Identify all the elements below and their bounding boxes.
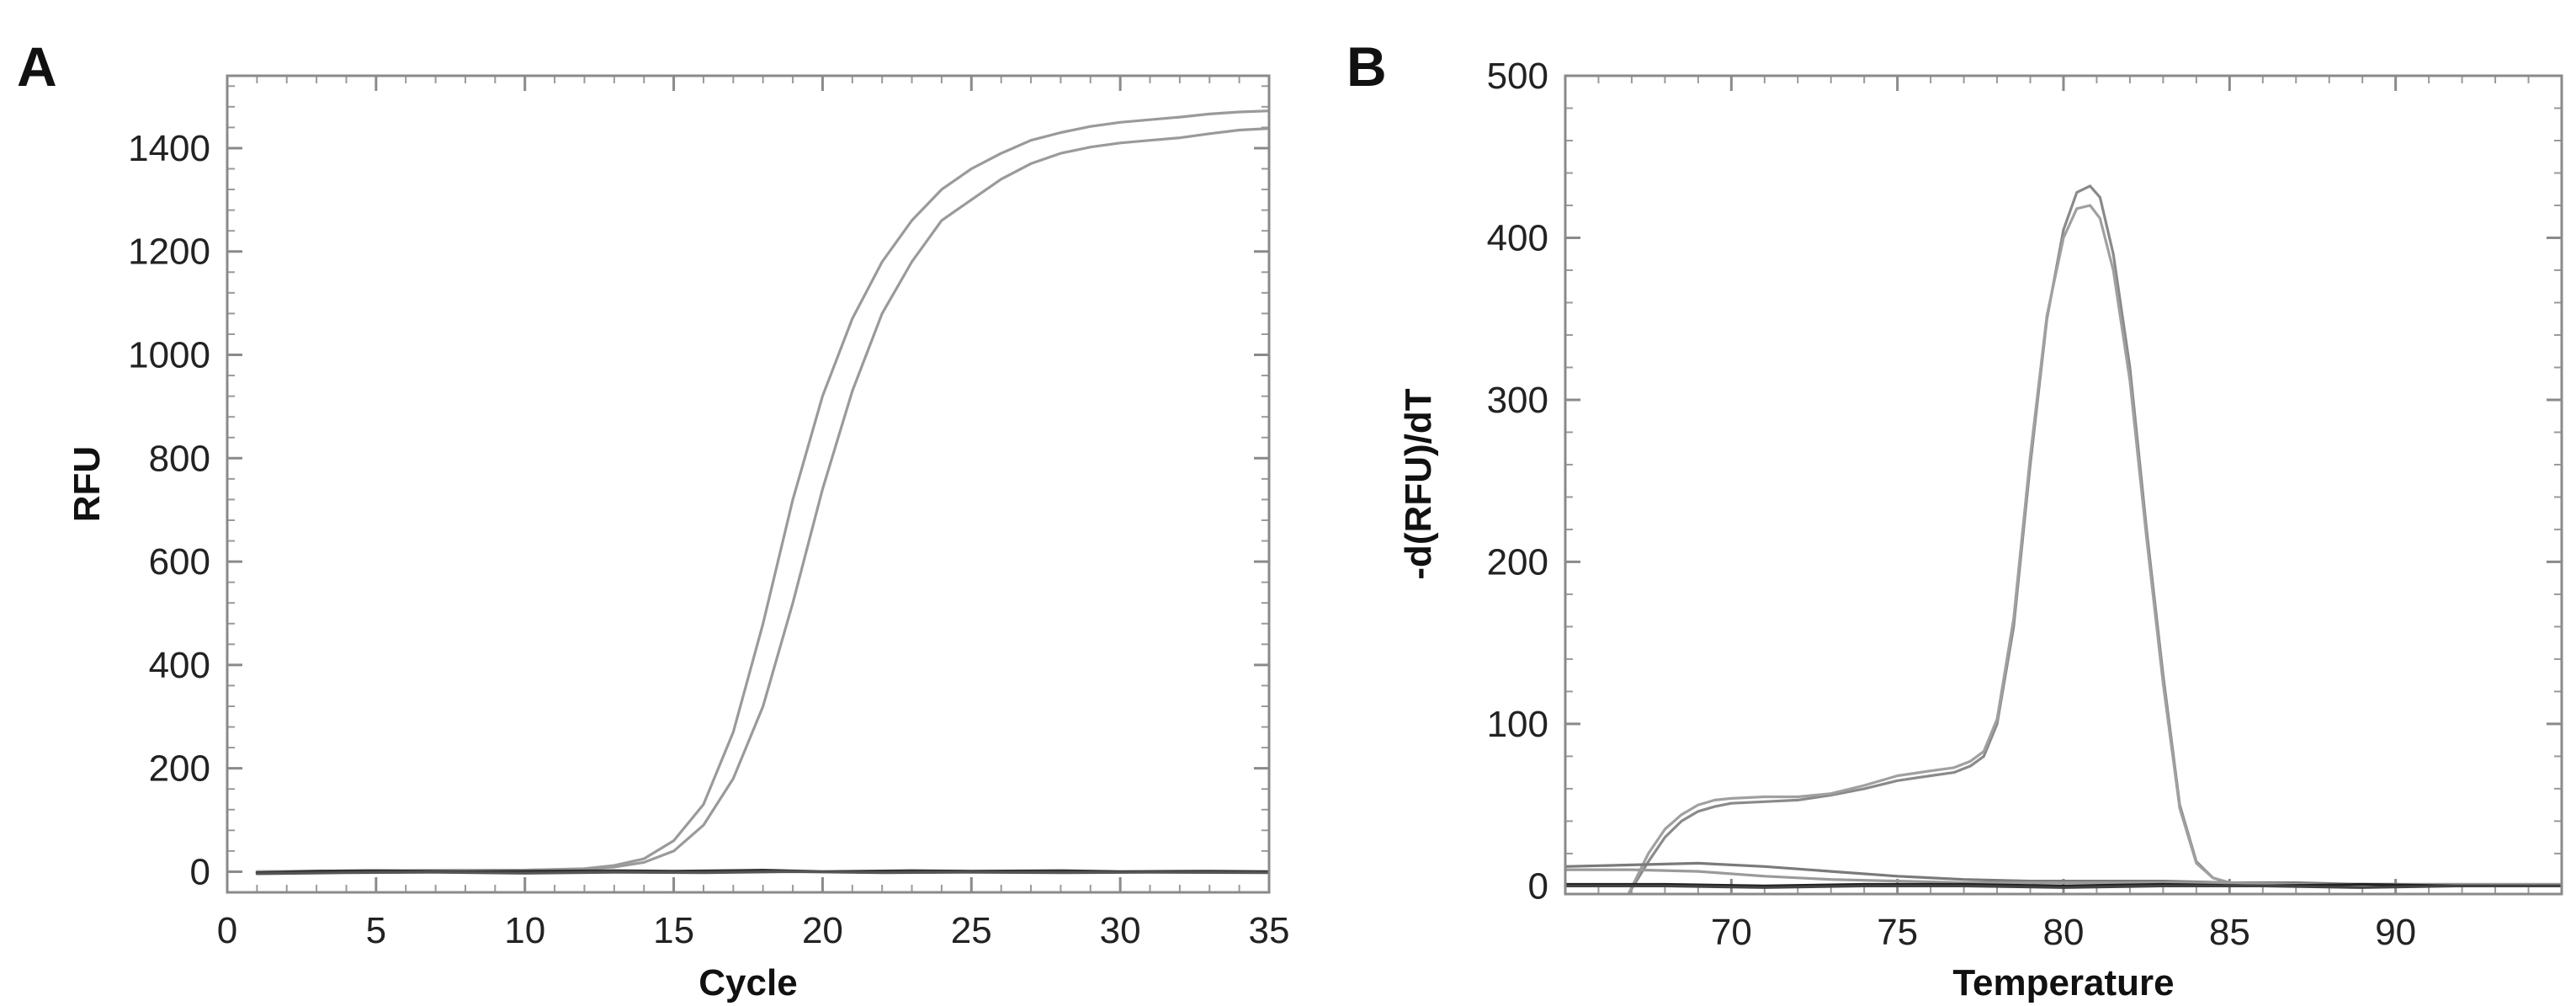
panel-b-x-tick-label: 70 — [1711, 912, 1752, 953]
panel-b-x-axis-title: Temperature — [1952, 962, 2174, 1003]
panel-a-ticks: 0 5 10 15 20 25 30 35 0 200 400 600 800 1000 1200 1400 — [128, 76, 1289, 951]
panel-b-series-line-2 — [1627, 204, 2562, 894]
panel-b-x-tick-label: 75 — [1877, 912, 1918, 953]
panel-a-x-tick-label: 0 — [217, 910, 237, 951]
panel-b-series-line-6 — [1565, 884, 2562, 889]
panel-b-frame — [1564, 74, 2563, 896]
panel-b-y-tick-label: 200 — [1487, 541, 1548, 583]
panel-a-series-line-4 — [255, 870, 1269, 876]
panel-b-series-line-4 — [1565, 868, 2562, 886]
panel-a-series-line-2 — [255, 127, 1269, 874]
panel-b-y-tick-label: 0 — [1528, 865, 1548, 907]
panel-a-x-tick-label: 15 — [653, 910, 694, 951]
panel-a-x-tick-label: 10 — [504, 910, 545, 951]
panel-a-y-tick-label: 800 — [149, 438, 210, 479]
panel-a-x-tick-label: 20 — [802, 910, 843, 951]
panel-b-letter: B — [1346, 35, 1387, 98]
panel-a-y-tick-label: 1400 — [128, 128, 210, 169]
panel-a-x-tick-label: 5 — [366, 910, 386, 951]
panel-a-x-tick-label: 25 — [951, 910, 992, 951]
panel-a-y-tick-label: 0 — [190, 851, 210, 892]
panel-a-y-tick-label: 1000 — [128, 335, 210, 376]
panel-a-frame — [226, 74, 1271, 894]
panel-a-x-tick-label: 30 — [1100, 910, 1141, 951]
panel-b: B 70 75 80 85 90 0 100 200 300 400 500 Temperature… — [1346, 35, 2563, 1003]
panel-b-plot-area — [1565, 184, 2562, 894]
panel-b-x-tick-label: 80 — [2043, 912, 2085, 953]
panel-a-series-line-1 — [255, 109, 1269, 874]
panel-a-y-tick-label: 600 — [149, 541, 210, 583]
panel-a-y-tick-label: 400 — [149, 645, 210, 686]
panel-a: A 0 5 10 15 20 25 30 35 0 200 400 600 800 1000 1200 140… — [17, 35, 1289, 1003]
panel-a-x-axis-title: Cycle — [698, 962, 797, 1003]
panel-a-y-tick-label: 1200 — [128, 232, 210, 273]
panel-b-y-axis-title: -d(RFU)/dT — [1398, 388, 1439, 579]
panel-b-x-tick-label: 90 — [2375, 912, 2416, 953]
panel-a-plot-area — [255, 109, 1269, 876]
panel-b-y-tick-label: 100 — [1487, 704, 1548, 745]
panel-b-y-tick-label: 500 — [1487, 56, 1548, 97]
panel-b-series-line-1 — [1627, 184, 2562, 894]
panel-b-y-tick-label: 400 — [1487, 217, 1548, 258]
panel-a-y-axis-title: RFU — [66, 446, 108, 522]
panel-b-y-tick-label: 300 — [1487, 380, 1548, 421]
panel-a-y-tick-label: 200 — [149, 748, 210, 790]
panel-b-x-tick-label: 85 — [2209, 912, 2250, 953]
panel-b-series-line-5 — [1565, 882, 2562, 888]
panel-a-x-tick-label: 35 — [1249, 910, 1290, 951]
panel-a-letter: A — [17, 35, 57, 98]
